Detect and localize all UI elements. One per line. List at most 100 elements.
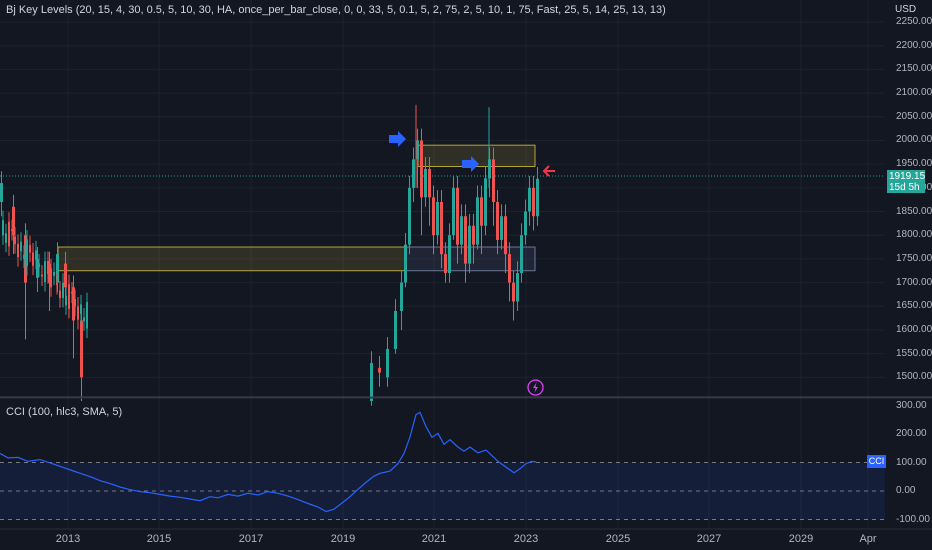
key-level-zones (57, 144, 536, 272)
candle-body (370, 363, 373, 401)
candle-body (520, 235, 523, 274)
candle-body (56, 254, 59, 283)
current-price-value: 1919.15 (889, 171, 926, 182)
price-tick-label: 2100.00 (896, 87, 932, 99)
time-tick-label: 2017 (238, 533, 264, 545)
price-tick-label: 1750.00 (896, 252, 932, 264)
candle-body (53, 271, 55, 276)
candle-body (412, 159, 415, 188)
price-tick-label: 1550.00 (896, 347, 932, 359)
candle-body (59, 290, 61, 299)
candle-body (23, 254, 25, 259)
candle-body (32, 252, 34, 266)
candle-body (536, 178, 539, 217)
arrow-left-icon (542, 165, 555, 177)
candle-body (77, 306, 79, 320)
time-tick-label: 2029 (788, 533, 814, 545)
candle-body (448, 235, 451, 274)
arrow-right-icon (462, 156, 479, 172)
price-tick-label: 1700.00 (896, 276, 932, 288)
cci-value-tag: CCI (867, 455, 886, 468)
candle-body (62, 282, 64, 298)
time-tick-label: 2015 (146, 533, 172, 545)
key-levels-indicator-title[interactable]: Bj Key Levels (20, 15, 4, 30, 0.5, 5, 10… (6, 4, 666, 16)
time-tick-label: 2025 (605, 533, 631, 545)
price-tick-label: 2200.00 (896, 39, 932, 51)
candle-body (416, 140, 419, 160)
candle-body (38, 263, 40, 268)
candle-body (480, 197, 483, 226)
price-tick-label: 2250.00 (896, 16, 932, 27)
price-tick-label: 2050.00 (896, 110, 932, 122)
candle-body (83, 317, 85, 322)
candle-body (74, 299, 76, 307)
cci-tick-label: 300.00 (896, 399, 927, 411)
candle-body (68, 284, 70, 309)
candle-body (26, 239, 28, 267)
candle-body (468, 225, 471, 264)
candle-body (8, 221, 10, 247)
candle-body (460, 216, 463, 245)
candle-body (532, 187, 535, 217)
candle-body (500, 216, 503, 240)
time-tick-label: 2013 (55, 533, 81, 545)
cci-tick-label: 100.00 (896, 456, 927, 468)
candle-body (17, 243, 19, 258)
candle-body (41, 274, 43, 277)
candle-body (72, 287, 75, 321)
grid-lines (0, 0, 885, 529)
candle-body (404, 244, 407, 283)
candle-body (432, 197, 435, 236)
bar-countdown: 15d 5h (889, 182, 920, 193)
candle-body (424, 168, 427, 198)
price-tick-label: 1950.00 (896, 158, 932, 170)
price-tick-label: 1650.00 (896, 300, 932, 312)
cci-tick-label: 0.00 (896, 485, 916, 496)
key-level-zone (57, 246, 407, 272)
candle-body (71, 291, 73, 294)
candle-body (378, 367, 381, 373)
cci-line (0, 411, 537, 513)
candle-body (524, 211, 527, 236)
price-tick-label: 1600.00 (896, 323, 932, 335)
candle-body (12, 206, 15, 236)
time-tick-label: 2019 (330, 533, 356, 545)
candle-body (47, 260, 49, 275)
candle-body (504, 216, 507, 255)
candle-body (2, 220, 4, 236)
cci-indicator-title[interactable]: CCI (100, hlc3, SMA, 5) (6, 406, 123, 418)
candle-body (386, 348, 389, 378)
candle-body (440, 202, 443, 255)
candle-body (444, 254, 447, 274)
candle-body (29, 245, 31, 253)
time-tick-label: 2023 (513, 533, 539, 545)
candle-body (44, 261, 46, 282)
candle-body (64, 263, 67, 288)
candle-body (35, 250, 37, 260)
candles (0, 104, 539, 406)
cci-pane (0, 411, 885, 520)
candle-body (528, 187, 531, 212)
candle-body (5, 233, 7, 243)
time-tick-label: 2027 (696, 533, 722, 545)
candle-body (512, 282, 515, 302)
candle-body (428, 168, 431, 198)
price-tick-label: 1800.00 (896, 229, 932, 241)
candle-body (24, 235, 27, 283)
time-tick-label: Apr (859, 533, 877, 545)
price-tick-label: 2150.00 (896, 63, 932, 75)
candle-body (36, 258, 39, 278)
cci-tick-label: 200.00 (896, 428, 927, 439)
candle-body (508, 254, 511, 283)
candle-body (11, 229, 13, 232)
price-tick-label: 1500.00 (896, 371, 932, 383)
candle-body (476, 197, 479, 245)
candle-body (394, 310, 397, 349)
candle-body (20, 241, 22, 252)
candle-body (48, 263, 51, 283)
arrow-right-icon (389, 131, 406, 147)
candle-body (452, 187, 455, 236)
lightning-icon[interactable] (527, 379, 544, 396)
current-price-tag: 1919.15 15d 5h (887, 170, 925, 193)
